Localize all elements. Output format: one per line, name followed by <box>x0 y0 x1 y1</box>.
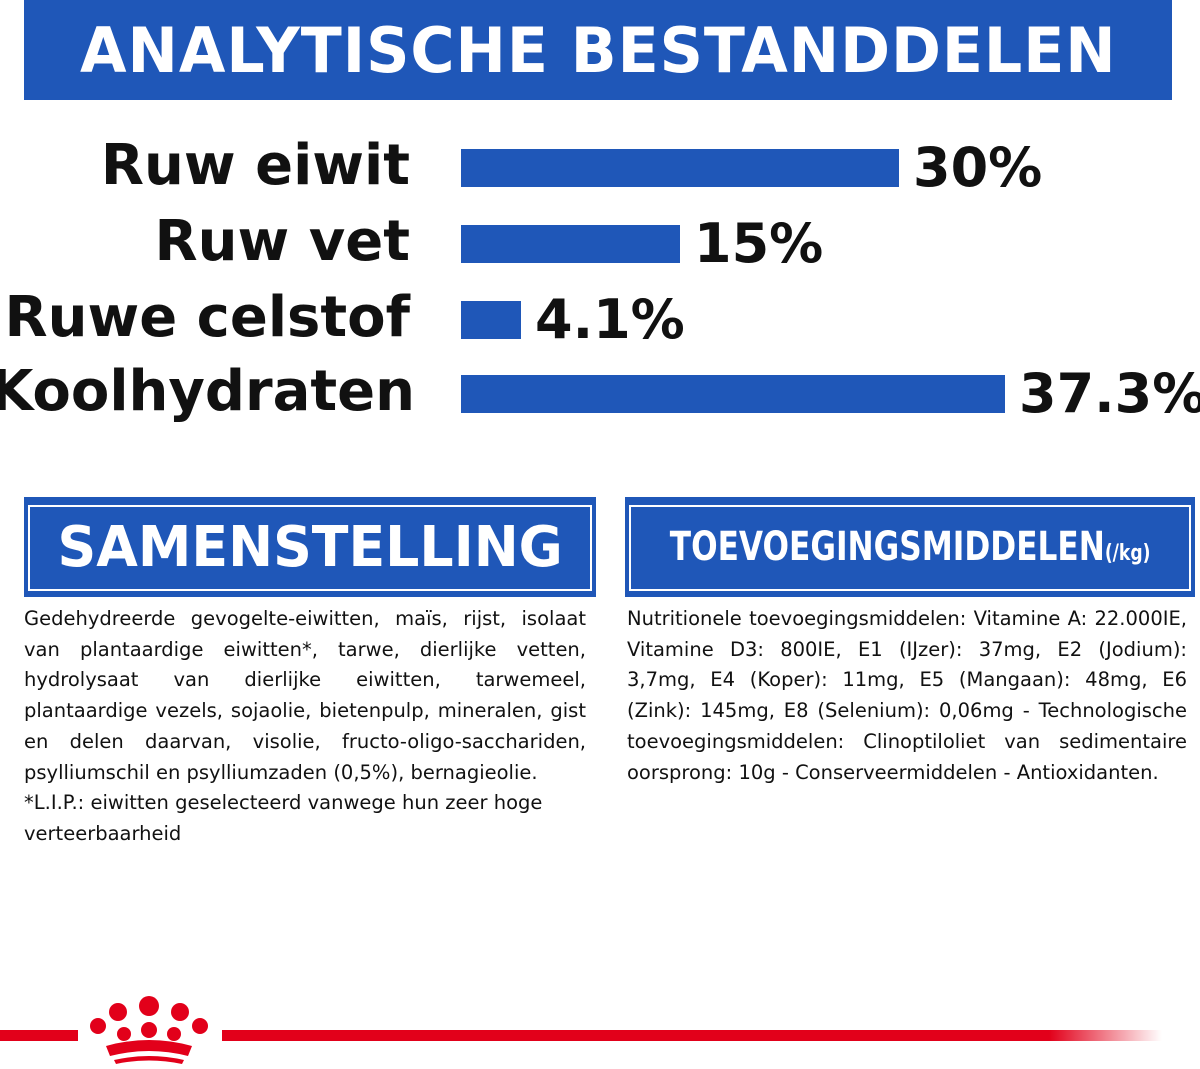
bar <box>461 301 521 339</box>
bar-label: Ruwe celstof <box>4 285 410 350</box>
footer <box>0 990 1200 1069</box>
bar <box>461 375 1005 413</box>
composition-header: SAMENSTELLING <box>24 497 596 597</box>
bar-value-label: 30% <box>913 136 1043 199</box>
additives-header-title: TOEVOEGINGSMIDDELEN <box>669 524 1105 570</box>
composition-footnote: *L.I.P.: eiwitten geselecteerd vanwege h… <box>24 791 543 845</box>
composition-paragraph-1: Gedehydreerde gevogelte-eiwitten, maïs, … <box>24 607 586 784</box>
page-title: ANALYTISCHE BESTANDDELEN <box>79 13 1117 87</box>
footer-line-right <box>222 1030 1162 1041</box>
royal-canin-crown-icon <box>90 996 208 1064</box>
bar-label: Ruw eiwit <box>100 133 410 198</box>
bar-label: Koolhydraten <box>0 359 416 424</box>
composition-header-border <box>28 505 592 591</box>
additives-paragraph: Nutritionele toevoegingsmiddelen: Vitami… <box>627 607 1187 784</box>
composition-header-text: SAMENSTELLING <box>57 514 563 580</box>
bar <box>461 149 899 187</box>
composition-body: Gedehydreerde gevogelte-eiwitten, maïs, … <box>24 604 586 850</box>
bar <box>461 225 680 263</box>
additives-body: Nutritionele toevoegingsmiddelen: Vitami… <box>627 604 1187 788</box>
additives-header-border <box>629 505 1191 591</box>
additives-header-text: TOEVOEGINGSMIDDELEN(/kg) <box>670 524 1151 570</box>
bar-label: Ruw vet <box>154 209 410 274</box>
analysis-chart: Ruw eiwit 30% Ruw vet 15% Ruwe celstof 4.1% Ko… <box>0 130 1200 430</box>
additives-header-unit: (/kg) <box>1104 541 1151 566</box>
additives-header: TOEVOEGINGSMIDDELEN(/kg) <box>625 497 1195 597</box>
bar-value-label: 15% <box>694 212 824 275</box>
footer-line-left <box>0 1030 78 1041</box>
title-banner: ANALYTISCHE BESTANDDELEN <box>24 0 1172 100</box>
bar-value-label: 37.3% <box>1019 362 1200 425</box>
bar-value-label: 4.1% <box>535 288 685 351</box>
